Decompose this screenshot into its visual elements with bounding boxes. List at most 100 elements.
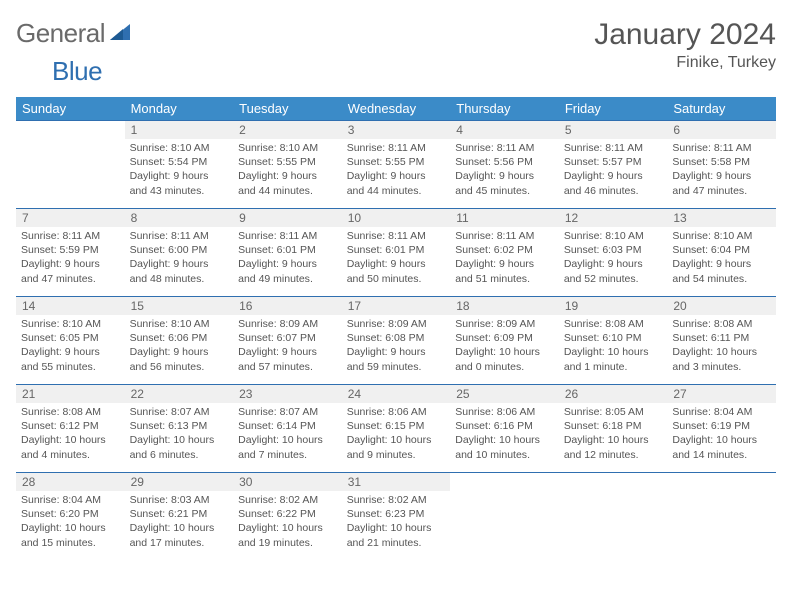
daylight-minutes: 46 minutes	[584, 185, 635, 197]
sunset-value: 5:59 PM	[60, 244, 99, 256]
daylight-minutes: 7 minutes	[259, 449, 305, 461]
daylight-hours: 9	[173, 258, 179, 270]
daylight-minutes: 0 minutes	[476, 361, 522, 373]
daylight-minutes: 10 minutes	[476, 449, 527, 461]
calendar-day-cell: 25Sunrise: 8:06 AMSunset: 6:16 PMDayligh…	[450, 385, 559, 473]
sunset-value: 6:10 PM	[602, 332, 641, 344]
day-details: Sunrise: 8:08 AMSunset: 6:11 PMDaylight:…	[667, 315, 776, 378]
sunset-value: 6:03 PM	[602, 244, 641, 256]
day-number: 7	[16, 209, 125, 227]
sunset-value: 6:12 PM	[60, 420, 99, 432]
day-details: Sunrise: 8:09 AMSunset: 6:08 PMDaylight:…	[342, 315, 451, 378]
daylight-hours: 9	[282, 258, 288, 270]
daylight-minutes: 55 minutes	[41, 361, 92, 373]
daylight-minutes: 1 minute	[584, 361, 624, 373]
daylight-hours: 9	[390, 346, 396, 358]
sunset-value: 6:23 PM	[385, 508, 424, 520]
calendar-day-cell: 3Sunrise: 8:11 AMSunset: 5:55 PMDaylight…	[342, 121, 451, 209]
calendar-day-cell: 23Sunrise: 8:07 AMSunset: 6:14 PMDayligh…	[233, 385, 342, 473]
daylight-hours: 10	[390, 434, 402, 446]
sunset-value: 5:54 PM	[168, 156, 207, 168]
sunrise-value: 8:11 AM	[388, 142, 426, 154]
calendar-day-cell	[450, 473, 559, 561]
calendar-day-cell	[667, 473, 776, 561]
weekday-header: Friday	[559, 97, 668, 121]
sunrise-value: 8:09 AM	[388, 318, 427, 330]
daylight-minutes: 12 minutes	[584, 449, 635, 461]
sunrise-value: 8:06 AM	[388, 406, 427, 418]
daylight-hours: 10	[608, 346, 620, 358]
daylight-hours: 10	[608, 434, 620, 446]
sunrise-value: 8:03 AM	[171, 494, 210, 506]
day-details: Sunrise: 8:09 AMSunset: 6:09 PMDaylight:…	[450, 315, 559, 378]
daylight-minutes: 43 minutes	[150, 185, 201, 197]
day-details: Sunrise: 8:10 AMSunset: 6:03 PMDaylight:…	[559, 227, 668, 290]
daylight-hours: 9	[173, 346, 179, 358]
logo-text-general: General	[16, 18, 105, 49]
sunrise-value: 8:11 AM	[497, 142, 535, 154]
sunrise-value: 8:08 AM	[62, 406, 101, 418]
day-details: Sunrise: 8:05 AMSunset: 6:18 PMDaylight:…	[559, 403, 668, 466]
sunset-value: 6:06 PM	[168, 332, 207, 344]
sunset-value: 6:14 PM	[277, 420, 316, 432]
daylight-hours: 9	[608, 258, 614, 270]
sunrise-value: 8:04 AM	[62, 494, 101, 506]
sunset-value: 5:57 PM	[602, 156, 641, 168]
sunrise-value: 8:02 AM	[388, 494, 427, 506]
sunset-value: 6:08 PM	[385, 332, 424, 344]
sunset-value: 5:55 PM	[277, 156, 316, 168]
daylight-hours: 10	[390, 522, 402, 534]
day-details: Sunrise: 8:04 AMSunset: 6:20 PMDaylight:…	[16, 491, 125, 554]
day-details: Sunrise: 8:07 AMSunset: 6:13 PMDaylight:…	[125, 403, 234, 466]
sunrise-value: 8:11 AM	[605, 142, 643, 154]
daylight-minutes: 54 minutes	[693, 273, 744, 285]
sunset-value: 6:01 PM	[277, 244, 316, 256]
calendar-day-cell: 10Sunrise: 8:11 AMSunset: 6:01 PMDayligh…	[342, 209, 451, 297]
calendar-day-cell: 30Sunrise: 8:02 AMSunset: 6:22 PMDayligh…	[233, 473, 342, 561]
calendar-day-cell: 15Sunrise: 8:10 AMSunset: 6:06 PMDayligh…	[125, 297, 234, 385]
month-title: January 2024	[594, 18, 776, 52]
calendar-day-cell: 27Sunrise: 8:04 AMSunset: 6:19 PMDayligh…	[667, 385, 776, 473]
daylight-hours: 9	[282, 170, 288, 182]
calendar-day-cell: 29Sunrise: 8:03 AMSunset: 6:21 PMDayligh…	[125, 473, 234, 561]
calendar-day-cell: 1Sunrise: 8:10 AMSunset: 5:54 PMDaylight…	[125, 121, 234, 209]
daylight-hours: 9	[390, 258, 396, 270]
day-number: 2	[233, 121, 342, 139]
weekday-header: Monday	[125, 97, 234, 121]
calendar-day-cell: 18Sunrise: 8:09 AMSunset: 6:09 PMDayligh…	[450, 297, 559, 385]
day-details: Sunrise: 8:03 AMSunset: 6:21 PMDaylight:…	[125, 491, 234, 554]
day-details: Sunrise: 8:08 AMSunset: 6:12 PMDaylight:…	[16, 403, 125, 466]
day-number: 21	[16, 385, 125, 403]
day-details: Sunrise: 8:10 AMSunset: 6:04 PMDaylight:…	[667, 227, 776, 290]
sunset-value: 6:07 PM	[277, 332, 316, 344]
sunset-value: 6:16 PM	[494, 420, 533, 432]
sunrise-value: 8:10 AM	[605, 230, 644, 242]
day-number: 3	[342, 121, 451, 139]
sunset-value: 6:05 PM	[60, 332, 99, 344]
daylight-minutes: 56 minutes	[150, 361, 201, 373]
day-number: 17	[342, 297, 451, 315]
day-number: 29	[125, 473, 234, 491]
sunrise-value: 8:02 AM	[280, 494, 319, 506]
daylight-minutes: 9 minutes	[367, 449, 413, 461]
sunrise-value: 8:04 AM	[714, 406, 753, 418]
sunrise-value: 8:07 AM	[171, 406, 210, 418]
sunrise-value: 8:11 AM	[497, 230, 535, 242]
calendar-day-cell: 7Sunrise: 8:11 AMSunset: 5:59 PMDaylight…	[16, 209, 125, 297]
daylight-minutes: 49 minutes	[259, 273, 310, 285]
daylight-hours: 9	[716, 170, 722, 182]
calendar-day-cell: 24Sunrise: 8:06 AMSunset: 6:15 PMDayligh…	[342, 385, 451, 473]
sunset-value: 6:18 PM	[602, 420, 641, 432]
day-number: 31	[342, 473, 451, 491]
day-details: Sunrise: 8:11 AMSunset: 6:01 PMDaylight:…	[233, 227, 342, 290]
sunset-value: 6:21 PM	[168, 508, 207, 520]
day-details: Sunrise: 8:10 AMSunset: 6:06 PMDaylight:…	[125, 315, 234, 378]
day-details: Sunrise: 8:02 AMSunset: 6:23 PMDaylight:…	[342, 491, 451, 554]
sunset-value: 6:19 PM	[711, 420, 750, 432]
daylight-hours: 10	[282, 522, 294, 534]
calendar-table: Sunday Monday Tuesday Wednesday Thursday…	[16, 97, 776, 561]
calendar-day-cell: 16Sunrise: 8:09 AMSunset: 6:07 PMDayligh…	[233, 297, 342, 385]
daylight-hours: 9	[608, 170, 614, 182]
sunset-value: 6:01 PM	[385, 244, 424, 256]
daylight-minutes: 48 minutes	[150, 273, 201, 285]
